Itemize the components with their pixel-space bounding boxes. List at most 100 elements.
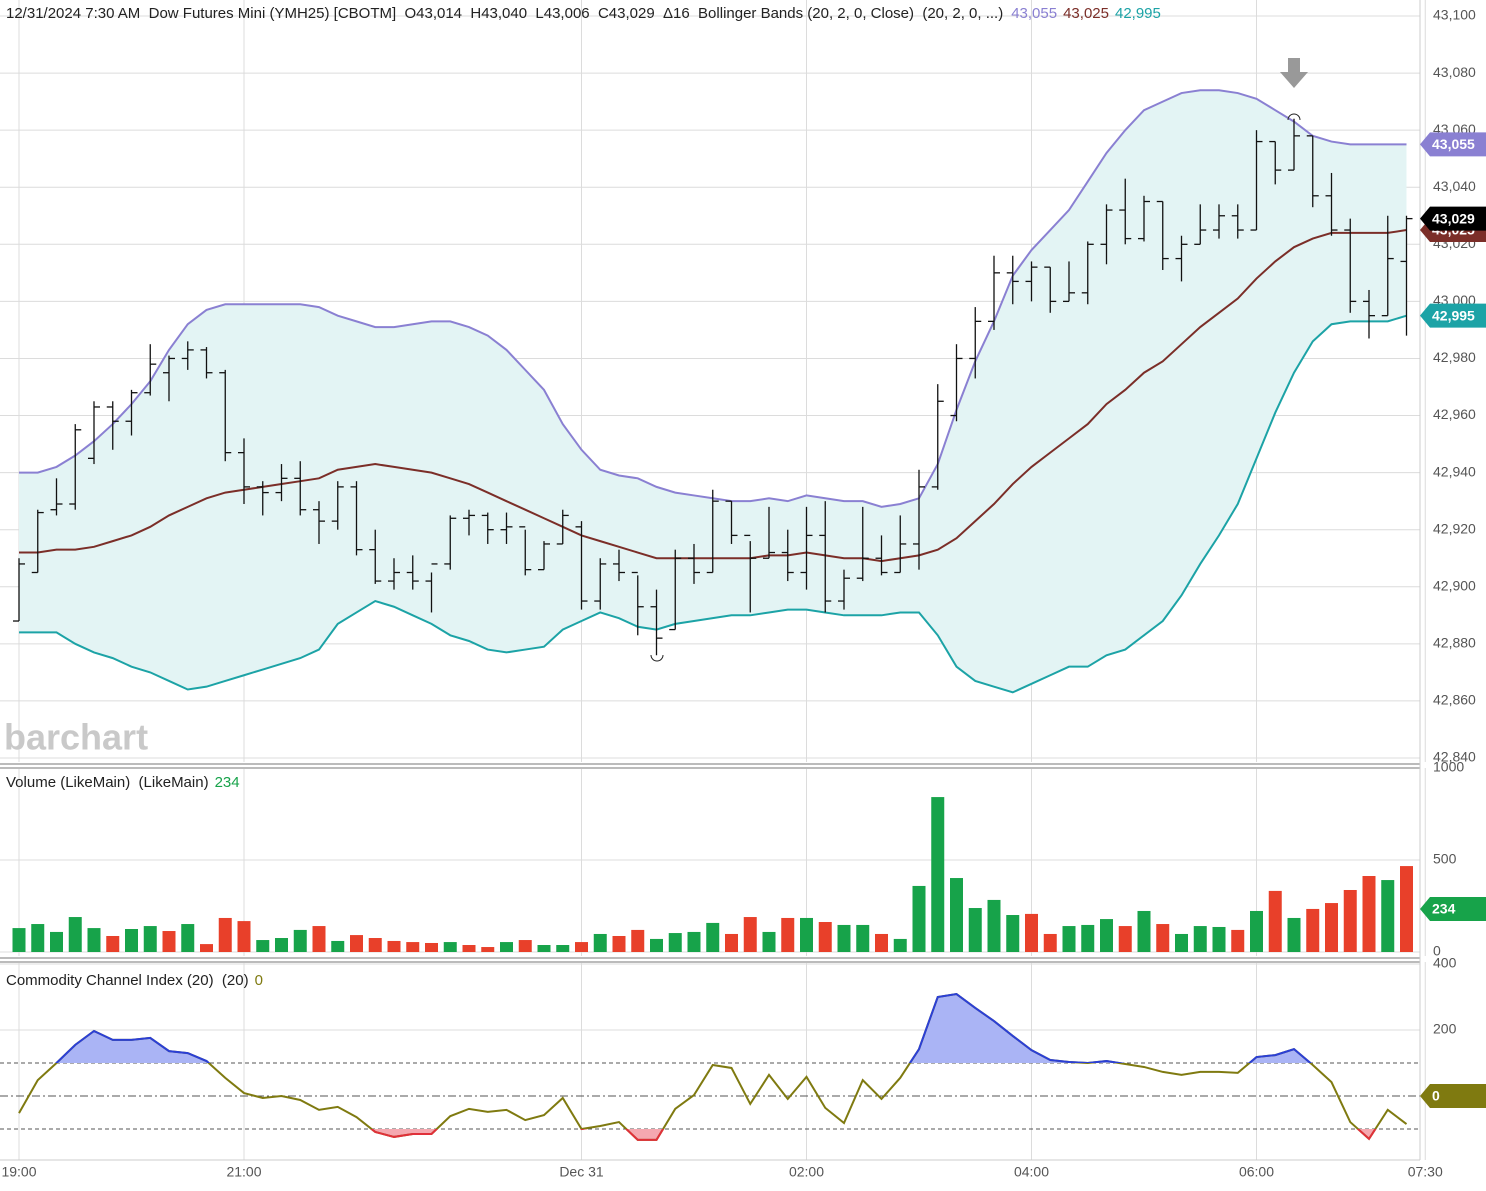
x-tick-label: Dec 31 [559, 1164, 604, 1180]
volume-bar [1400, 866, 1413, 952]
y-tick-label: 1000 [1433, 759, 1464, 775]
volume-bar [612, 935, 626, 952]
volume-bar [1100, 919, 1113, 952]
volume-bar [518, 940, 532, 952]
y-tick-label: 0 [1433, 943, 1441, 959]
legend-value: 0 [255, 972, 263, 989]
price-panel [13, 89, 1413, 694]
volume-bar [218, 917, 232, 952]
volume-bar [125, 929, 138, 952]
volume-bar [1362, 876, 1376, 952]
y-tick-label: 42,840 [1433, 749, 1476, 765]
volume-bar [1306, 908, 1320, 952]
volume-tag [1420, 896, 1486, 921]
x-tick-label: 19:00 [1, 1164, 36, 1180]
legend-value: 43,055 [1011, 5, 1057, 22]
volume-bar [725, 933, 738, 952]
price-tag [1420, 303, 1486, 328]
volume-tag-label: 234 [1432, 901, 1456, 917]
high-marker [1287, 113, 1301, 121]
volume-bar [1287, 917, 1301, 952]
volume-bar [875, 933, 888, 952]
volume-bar [181, 924, 195, 952]
cci-tag [1420, 1084, 1486, 1108]
volume-bar [1250, 910, 1263, 952]
volume-bar [1156, 924, 1170, 952]
x-tick-label: 04:00 [1014, 1164, 1049, 1180]
band-fill [19, 90, 1407, 693]
labels: 19:00 21:00 Dec 31 02:00 04:00 06:00 07:30 42,8… [1, 5, 1486, 1180]
volume-bar [631, 929, 645, 952]
volume-bar [1081, 924, 1095, 952]
legend-value: 234 [215, 774, 240, 791]
volume-bar [87, 928, 101, 952]
volume-bar [987, 899, 1001, 952]
volume-bar [1343, 889, 1357, 952]
volume-bar [1025, 913, 1038, 952]
volume-bar [743, 917, 757, 952]
y-tick-label: 42,880 [1433, 635, 1476, 651]
legend-value: 42,995 [1115, 5, 1161, 22]
y-tick-label: 500 [1433, 851, 1457, 867]
volume-bar [481, 947, 495, 952]
close-tag-label: 43,029 [1432, 210, 1475, 226]
price-tag-label: 42,995 [1432, 307, 1475, 323]
volume-bar [425, 942, 438, 952]
volume-bar [950, 878, 963, 952]
volume-bar [593, 933, 607, 952]
panel-title: Volume (LikeMain) (LikeMain) [6, 774, 209, 791]
volume-bar [856, 924, 870, 952]
low-marker [650, 654, 664, 662]
volume-bar [537, 945, 551, 952]
volume-bar [275, 938, 288, 952]
y-tick-label: 200 [1433, 1021, 1457, 1037]
volume-bar [1175, 933, 1188, 952]
volume-bar [818, 922, 832, 952]
volume-bar [893, 938, 907, 952]
volume-bar [968, 908, 982, 952]
volume-bar [331, 940, 345, 952]
y-tick-label: 42,920 [1433, 520, 1476, 536]
volume-bar [50, 931, 63, 952]
volume-bar [706, 922, 720, 952]
volume-bar [668, 933, 682, 952]
volume-bar [650, 938, 663, 952]
volume-bar [162, 931, 176, 952]
volume-bar [1381, 880, 1395, 952]
volume-bar [781, 917, 795, 952]
volume-bar [237, 921, 251, 952]
volume-bar [762, 931, 776, 952]
volume-bar [350, 935, 363, 952]
volume-bar [200, 944, 213, 952]
volume-bar [800, 917, 813, 952]
volume-bar [687, 931, 701, 952]
y-tick-label: 42,860 [1433, 692, 1476, 708]
volume-bar [1062, 926, 1076, 952]
legend-value: 43,025 [1063, 5, 1109, 22]
bollinger-band [19, 314, 1407, 694]
price-tag [1420, 132, 1486, 157]
volume-bar [556, 945, 570, 952]
volume-bar [1137, 910, 1151, 952]
volume-bar [837, 924, 851, 952]
panel-title: Commodity Channel Index (20) (20) [6, 972, 249, 989]
volume-bar [1193, 926, 1207, 952]
volume-bar [31, 924, 45, 952]
volume-bar [368, 938, 382, 952]
y-tick-label: 43,040 [1433, 178, 1476, 194]
cci-tag-label: 0 [1432, 1088, 1440, 1104]
signal-arrow [1280, 58, 1308, 88]
volume-bar [256, 940, 270, 952]
volume-bar [12, 928, 26, 952]
y-tick-label: 43,100 [1433, 7, 1476, 23]
volume-bar [931, 797, 945, 952]
watermark: barchart [4, 717, 148, 758]
x-tick-label: 07:30 [1408, 1164, 1443, 1180]
volume-bar [312, 926, 326, 952]
volume-bar [912, 885, 926, 952]
y-tick-label: 42,900 [1433, 577, 1476, 593]
y-tick-label: 43,080 [1433, 64, 1476, 80]
volume-bar [1325, 903, 1338, 952]
close-tag [1420, 206, 1486, 231]
